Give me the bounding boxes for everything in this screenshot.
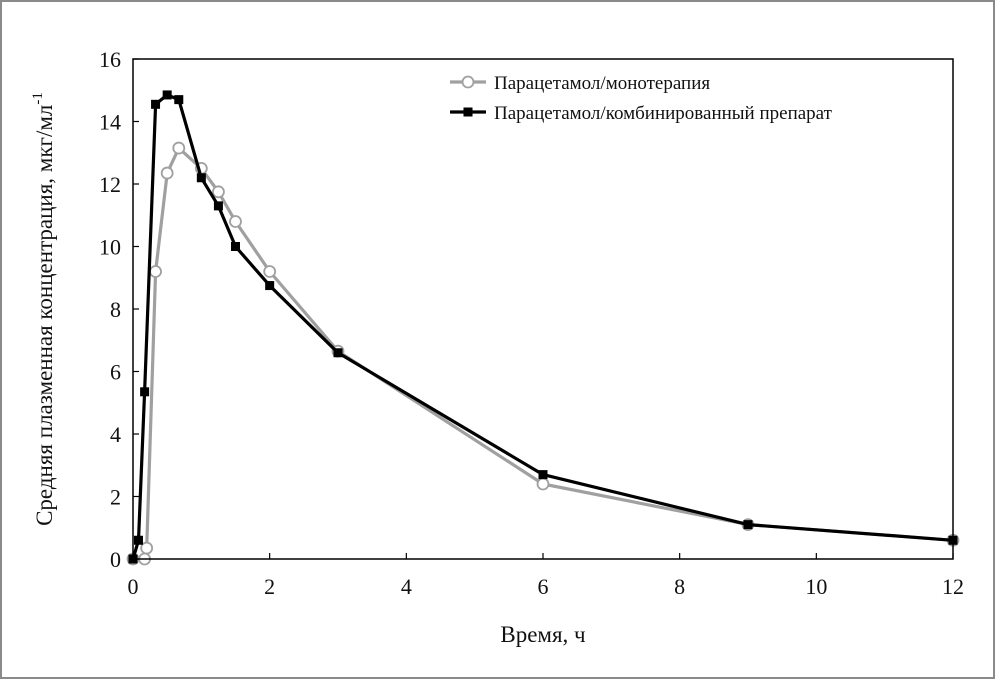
series-2-line xyxy=(131,93,954,560)
series-2-point xyxy=(213,201,223,211)
series-1 xyxy=(126,141,960,566)
y-tick-label: 0 xyxy=(110,547,121,572)
legend-item-2: Парацетамол/комбинированный препарат xyxy=(450,103,833,124)
ticks-layer: 0 2 4 6 8 10 12 0 2 4 6 8 10 12 14 16 xyxy=(99,47,964,599)
y-tick-label: 6 xyxy=(110,360,121,385)
legend-item-1: Парацетамол/монотерапия xyxy=(450,73,710,94)
y-tick-label: 16 xyxy=(99,47,121,72)
series-layer xyxy=(126,90,960,566)
y-tick-label: 4 xyxy=(110,422,121,447)
y-tick-label: 12 xyxy=(99,172,121,197)
y-tick-label: 10 xyxy=(99,235,121,260)
series-2-point xyxy=(196,173,206,183)
series-1-point xyxy=(140,541,154,555)
y-axis-title-superscript: -1 xyxy=(30,92,46,105)
series-2-point xyxy=(265,281,275,291)
series-1-point xyxy=(172,141,186,155)
y-tick-label: 8 xyxy=(110,297,121,322)
legend-swatch-marker xyxy=(461,75,475,89)
series-1-point xyxy=(536,477,550,491)
series-2-point xyxy=(538,470,548,480)
series-1-point xyxy=(160,166,174,180)
y-axis-title: Средняя плазменная концентрация, мкг/мл-… xyxy=(30,92,57,526)
y-tick-label: 14 xyxy=(99,110,121,135)
series-1-point xyxy=(212,185,225,199)
series-2-point xyxy=(151,99,161,109)
series-1-point xyxy=(149,265,162,278)
legend-label: Парацетамол/комбинированный препарат xyxy=(494,103,833,124)
x-tick-label: 4 xyxy=(401,574,412,599)
x-axis-title: Время, ч xyxy=(500,622,586,647)
series-2 xyxy=(128,90,958,564)
x-tick-label: 6 xyxy=(538,574,549,599)
series-2-point xyxy=(162,90,172,100)
series-2-point xyxy=(333,348,343,358)
series-2-point xyxy=(743,520,753,530)
x-tick-label: 8 xyxy=(674,574,685,599)
x-tick-label: 2 xyxy=(264,574,275,599)
series-2-point xyxy=(140,387,150,397)
x-tick-label: 10 xyxy=(805,574,827,599)
x-tick-label: 12 xyxy=(942,574,964,599)
series-2-point xyxy=(174,95,184,105)
y-axis-title-text: Средняя плазменная концентрация, мкг/мл xyxy=(32,105,57,526)
legend: Парацетамол/монотерапия Парацетамол/комби… xyxy=(450,73,833,124)
series-1-point xyxy=(263,265,277,278)
series-2-point xyxy=(231,242,240,251)
x-tick-label: 0 xyxy=(128,574,139,599)
legend-label: Парацетамол/монотерапия xyxy=(494,73,710,94)
legend-swatch-marker xyxy=(463,107,473,117)
y-tick-label: 2 xyxy=(110,485,121,510)
series-1-line xyxy=(133,146,954,561)
series-2-point xyxy=(133,535,143,545)
series-1-point xyxy=(229,215,242,228)
